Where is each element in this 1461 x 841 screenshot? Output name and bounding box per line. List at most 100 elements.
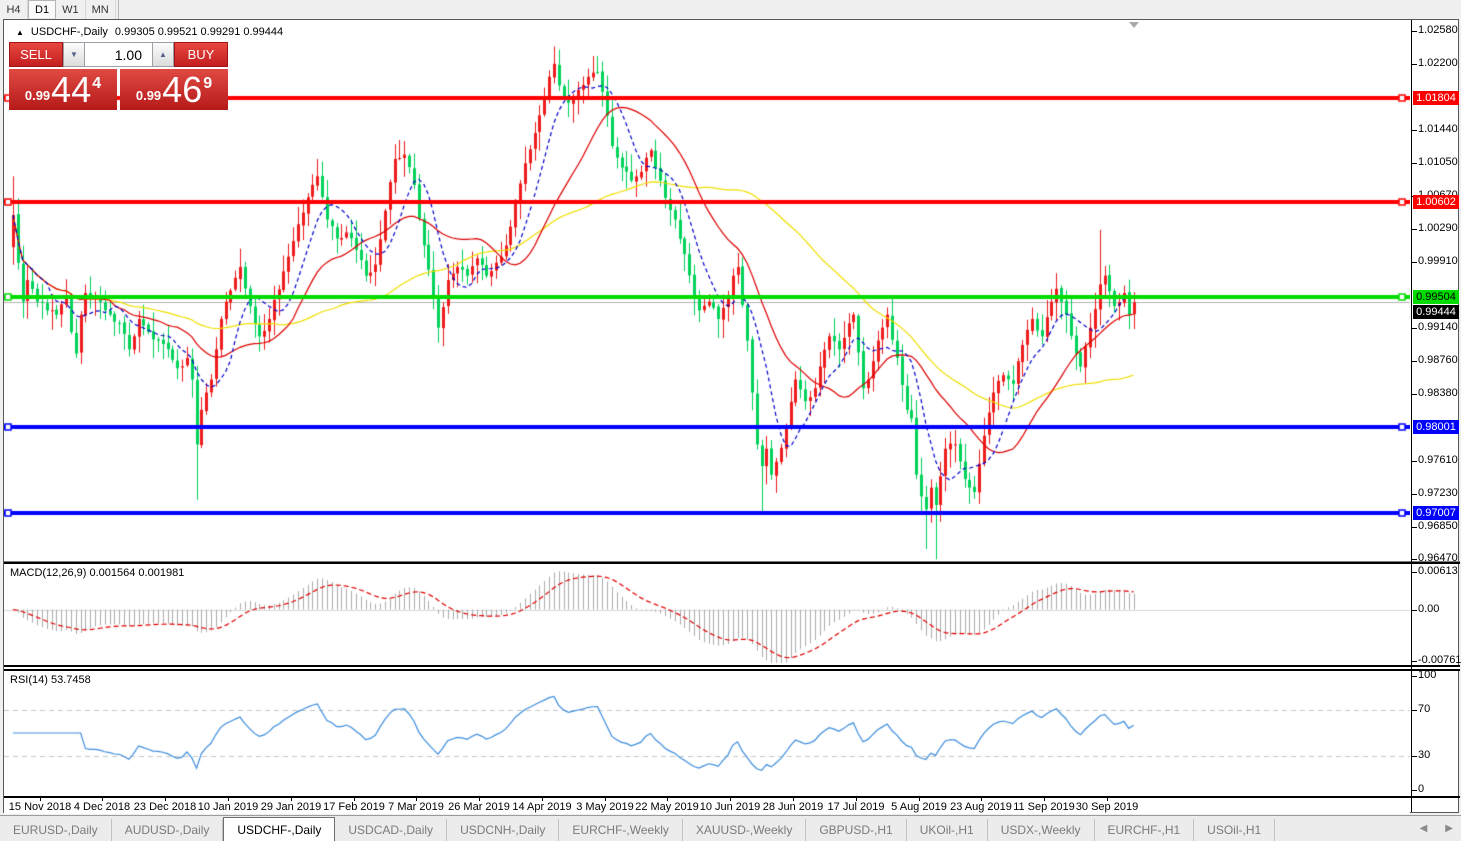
chart-tab-xauusd-weekly[interactable]: XAUUSD-,Weekly	[683, 819, 807, 841]
timeframe-button-h4[interactable]: H4	[0, 0, 28, 19]
toolbar-group-separator	[117, 0, 119, 19]
rsi-tick	[1412, 790, 1417, 791]
chart-window: ▲ USDCHF-,Daily 0.99305 0.99521 0.99291 …	[3, 19, 1461, 814]
sell-price-point: 4	[92, 75, 102, 92]
buy-button[interactable]: BUY	[174, 42, 228, 67]
sell-price-pips: 44	[51, 69, 92, 110]
chart-shift-marker-icon[interactable]	[1129, 22, 1139, 28]
chart-tab-ukoil-h1[interactable]: UKOil-,H1	[907, 819, 988, 841]
price-tick	[1412, 163, 1417, 164]
date-axis-label: 22 May 2019	[635, 801, 699, 813]
timeframe-button-d1[interactable]: D1	[28, 0, 57, 19]
price-axis-label: 0.96850	[1418, 520, 1458, 532]
ohlc-values: 0.99305 0.99521 0.99291 0.99444	[114, 26, 284, 38]
rsi-tick	[1412, 676, 1417, 677]
price-axis-label: 1.02200	[1418, 57, 1458, 69]
date-axis-label: 28 Jun 2019	[762, 801, 824, 813]
date-axis-label: 10 Jun 2019	[699, 801, 761, 813]
chart-tab-usoil-h1[interactable]: USOil-,H1	[1194, 819, 1276, 841]
price-tick	[1412, 31, 1417, 32]
price-level-badge: 0.98001	[1413, 420, 1459, 434]
price-axis-label: 1.02580	[1418, 24, 1458, 36]
date-tick	[291, 798, 292, 801]
rsi-axis-label: 100	[1418, 669, 1437, 681]
date-axis-label: 3 May 2019	[576, 801, 634, 813]
timeframe-button-mn[interactable]: MN	[86, 0, 116, 19]
volume-field[interactable]: 1.00	[85, 42, 152, 67]
price-axis-label: 1.01440	[1418, 123, 1458, 135]
rsi-tick	[1412, 756, 1417, 757]
chart-tab-usdcnh-daily[interactable]: USDCNH-,Daily	[447, 819, 560, 841]
rsi-axis-label: 30	[1418, 749, 1431, 761]
date-axis-label: 10 Jan 2019	[197, 801, 259, 813]
date-tick	[1044, 798, 1045, 801]
date-axis-label: 29 Jan 2019	[260, 801, 322, 813]
pane-separator	[4, 796, 1460, 798]
timeframe-toolbar: H4 D1 W1 MN	[0, 0, 1461, 19]
date-axis-label: 17 Jul 2019	[827, 801, 885, 813]
one-click-trading-panel: SELL ▼ 1.00 ▲ BUY 0.99 44 4 0.99 46 9	[9, 42, 228, 110]
date-axis-label: 17 Feb 2019	[323, 801, 385, 813]
date-axis-label: 7 Mar 2019	[388, 801, 444, 813]
date-tick	[416, 798, 417, 801]
buy-price-button[interactable]: 0.99 46 9	[120, 69, 228, 110]
tab-scroll-right-icon[interactable]: ▶	[1445, 823, 1453, 834]
price-level-badge: 0.99504	[1413, 290, 1459, 304]
price-tick	[1412, 64, 1417, 65]
date-axis-label: 23 Aug 2019	[950, 801, 1012, 813]
chart-tab-usdchf-daily[interactable]: USDCHF-,Daily	[223, 817, 336, 841]
price-axis-label: 0.97610	[1418, 454, 1458, 466]
chart-tab-eurchf-h1[interactable]: EURCHF-,H1	[1095, 819, 1195, 841]
price-level-badge: 1.01804	[1413, 91, 1459, 105]
price-chart-canvas[interactable]	[4, 21, 1410, 561]
date-tick	[479, 798, 480, 801]
buy-price-pips: 46	[162, 69, 203, 110]
pane-separator	[4, 561, 1460, 564]
chart-tab-audusd-daily[interactable]: AUDUSD-,Daily	[112, 819, 224, 841]
date-axis: 15 Nov 2018 4 Dec 2018 23 Dec 2018 10 Jan 2…	[4, 798, 1410, 814]
buy-price-base: 0.99	[135, 88, 162, 103]
price-tick	[1412, 559, 1417, 560]
macd-axis-label: -0.007612	[1418, 654, 1461, 666]
date-axis-label: 26 Mar 2019	[448, 801, 510, 813]
date-axis-label: 5 Aug 2019	[891, 801, 947, 813]
date-tick	[165, 798, 166, 801]
chart-tab-bar: EURUSD-,Daily AUDUSD-,Daily USDCHF-,Daily U…	[0, 815, 1461, 841]
chart-tab-eurchf-weekly[interactable]: EURCHF-,Weekly	[559, 819, 683, 841]
price-axis-label: 1.00290	[1418, 222, 1458, 234]
volume-decrease-button[interactable]: ▼	[63, 42, 85, 67]
price-axis-label: 0.99910	[1418, 255, 1458, 267]
sell-price-button[interactable]: 0.99 44 4	[9, 69, 117, 110]
chart-tab-eurusd-daily[interactable]: EURUSD-,Daily	[0, 819, 112, 841]
chart-tab-usdcad-daily[interactable]: USDCAD-,Daily	[335, 819, 448, 841]
tab-scroll-left-icon[interactable]: ◀	[1419, 823, 1428, 834]
chart-title: ▲ USDCHF-,Daily 0.99305 0.99521 0.99291 …	[16, 26, 283, 38]
price-level-badge: 1.00602	[1413, 195, 1459, 209]
current-price-badge: 0.99444	[1413, 305, 1459, 319]
price-tick	[1412, 361, 1417, 362]
rsi-tick	[1412, 710, 1417, 711]
price-tick	[1412, 494, 1417, 495]
macd-canvas[interactable]	[4, 565, 1410, 665]
chart-tab-usdx-weekly[interactable]: USDX-,Weekly	[988, 819, 1095, 841]
date-axis-label: 30 Sep 2019	[1075, 801, 1139, 813]
price-axis-label: 0.98380	[1418, 387, 1458, 399]
price-tick	[1412, 461, 1417, 462]
rsi-axis-label: 70	[1418, 703, 1431, 715]
timeframe-button-w1[interactable]: W1	[56, 0, 86, 19]
rsi-label: RSI(14) 53.7458	[10, 674, 91, 686]
price-tick	[1412, 262, 1417, 263]
macd-tick	[1412, 572, 1417, 573]
date-tick	[354, 798, 355, 801]
macd-tick	[1412, 610, 1417, 611]
sell-button[interactable]: SELL	[9, 42, 63, 67]
rsi-canvas[interactable]	[4, 672, 1410, 794]
chart-tab-gbpusd-h1[interactable]: GBPUSD-,H1	[806, 819, 907, 841]
date-tick	[856, 798, 857, 801]
date-axis-label: 23 Dec 2018	[133, 801, 197, 813]
collapse-panel-icon[interactable]: ▲	[16, 27, 24, 37]
tab-scroll-arrows: ◀ ▶	[1420, 823, 1453, 834]
symbol-period-label: USDCHF-,Daily	[30, 26, 108, 38]
date-tick	[40, 798, 41, 801]
volume-increase-button[interactable]: ▲	[152, 42, 174, 67]
